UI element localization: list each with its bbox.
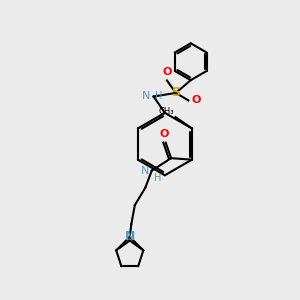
Text: CH₃: CH₃	[159, 107, 174, 116]
Text: O: O	[192, 95, 201, 105]
Text: O: O	[162, 67, 172, 77]
Text: O: O	[160, 129, 169, 139]
Text: H: H	[155, 91, 162, 101]
Text: N: N	[124, 230, 135, 243]
Text: H: H	[154, 173, 161, 183]
Text: N: N	[142, 91, 150, 101]
Text: N: N	[141, 166, 149, 176]
Text: S: S	[171, 86, 180, 99]
